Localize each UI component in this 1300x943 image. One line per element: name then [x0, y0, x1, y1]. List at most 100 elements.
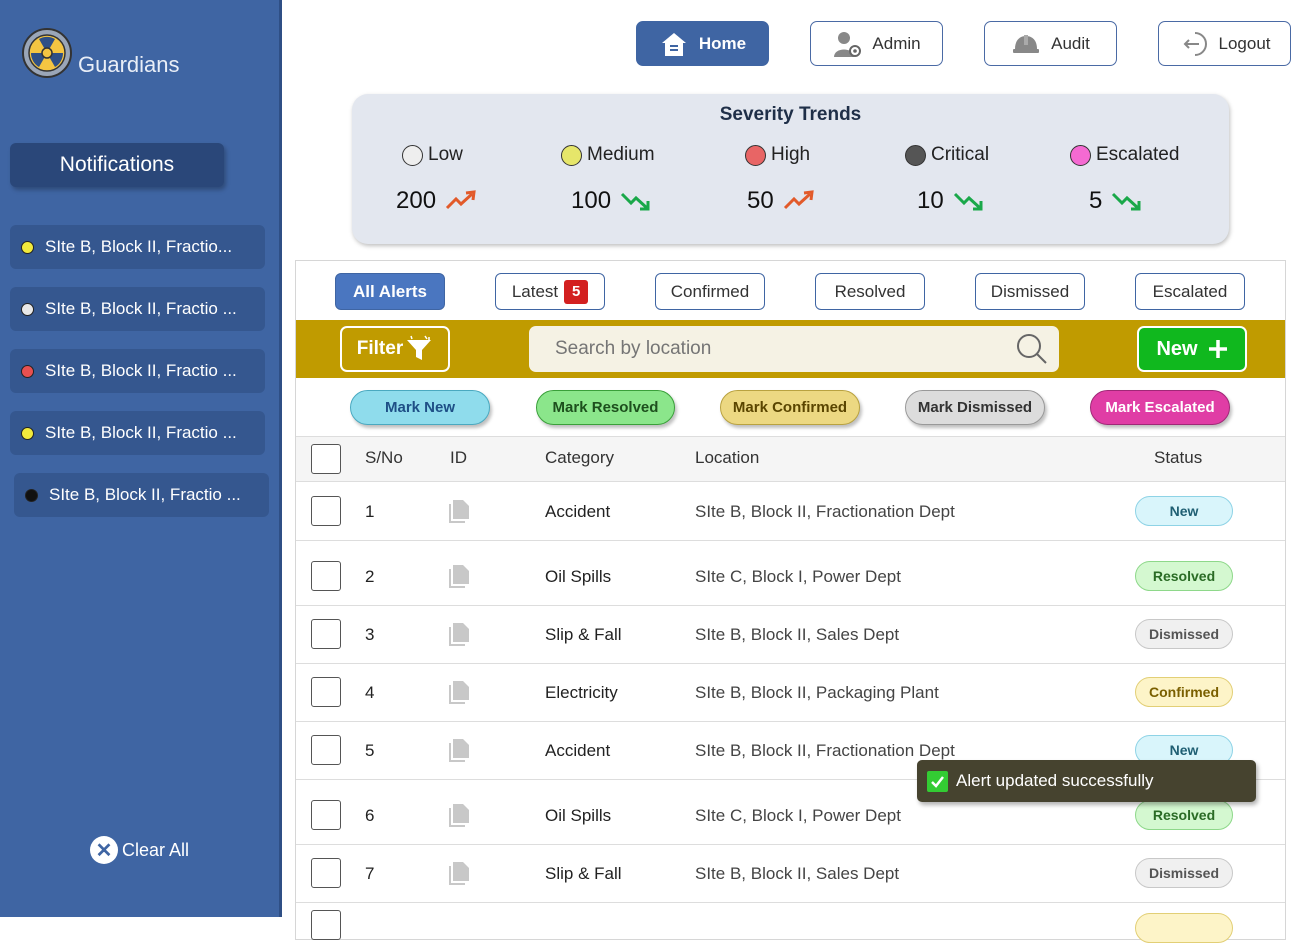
toast-message: Alert updated successfully: [956, 771, 1154, 790]
new-label: New: [1156, 337, 1198, 360]
row-checkbox[interactable]: [311, 677, 341, 707]
latest-count-badge: 5: [564, 279, 589, 304]
new-alert-button[interactable]: New: [1137, 326, 1247, 372]
severity-trends-card: Severity Trends Low 200 Medium 100 High …: [352, 94, 1229, 244]
cell-category: Accident: [545, 741, 611, 760]
table-row[interactable]: [296, 482, 1285, 541]
hard-hat-icon: [1013, 34, 1040, 53]
radiation-logo-icon: [22, 28, 72, 78]
status-badge: Resolved: [1135, 561, 1233, 591]
admin-button[interactable]: Admin: [810, 21, 943, 66]
search-icon[interactable]: [1015, 332, 1049, 366]
admin-label: Admin: [872, 33, 921, 53]
mark-dismissed-button[interactable]: Mark Dismissed: [905, 390, 1045, 425]
tab-escalated[interactable]: Escalated: [1135, 273, 1245, 310]
check-icon: [927, 771, 948, 792]
mark-new-button[interactable]: Mark New: [350, 390, 490, 425]
logout-button[interactable]: Logout: [1158, 21, 1291, 66]
row-checkbox[interactable]: [311, 496, 341, 526]
mark-confirmed-button[interactable]: Mark Confirmed: [720, 390, 860, 425]
home-label: Home: [698, 33, 747, 53]
cell-sno: 7: [365, 864, 375, 883]
low-dot-icon: [402, 144, 423, 166]
severity-value: 100: [571, 187, 612, 214]
select-all-checkbox[interactable]: [311, 444, 341, 474]
logout-icon: [1183, 31, 1207, 56]
row-checkbox[interactable]: [311, 561, 341, 591]
document-icon[interactable]: [449, 680, 471, 704]
severity-label: Low: [428, 144, 463, 165]
document-icon[interactable]: [449, 564, 471, 588]
notification-label: SIte B, Block II, Fractio ...: [49, 485, 241, 504]
tab-all-alerts[interactable]: All Alerts: [335, 273, 445, 310]
cell-category: Oil Spills: [545, 567, 612, 586]
severity-value: 200: [396, 187, 437, 214]
severity-medium: Medium 100: [561, 144, 691, 215]
filter-button[interactable]: Filter: [340, 326, 450, 372]
notification-item[interactable]: SIte B, Block II, Fractio ...: [10, 411, 265, 455]
home-icon: [661, 32, 686, 56]
header-location: Location: [695, 448, 760, 467]
document-icon[interactable]: [449, 803, 471, 827]
critical-dot-icon: [905, 144, 926, 166]
tab-latest[interactable]: Latest 5: [495, 273, 605, 310]
notification-label: SIte B, Block II, Fractio ...: [45, 361, 237, 380]
audit-button[interactable]: Audit: [984, 21, 1117, 66]
table-row[interactable]: [296, 606, 1285, 664]
row-checkbox[interactable]: [311, 735, 341, 765]
cell-category: Slip & Fall: [545, 625, 622, 644]
notification-label: SIte B, Block II, Fractio ...: [45, 423, 237, 442]
table-row[interactable]: [296, 845, 1285, 903]
admin-user-gear-icon: [834, 31, 862, 57]
cell-sno: 6: [365, 806, 375, 825]
table-row[interactable]: [296, 541, 1285, 606]
document-icon[interactable]: [449, 622, 471, 646]
tab-resolved[interactable]: Resolved: [815, 273, 925, 310]
tab-confirmed[interactable]: Confirmed: [655, 273, 765, 310]
status-badge: New: [1135, 496, 1233, 526]
severity-dot-icon: [21, 302, 34, 316]
document-icon[interactable]: [449, 499, 471, 523]
cell-category: Accident: [545, 502, 611, 521]
document-icon[interactable]: [449, 738, 471, 762]
funnel-icon: [407, 335, 432, 360]
table-row[interactable]: [296, 780, 1285, 845]
clear-all-button[interactable]: ✕ Clear All: [90, 836, 189, 864]
row-checkbox[interactable]: [311, 800, 341, 830]
severity-high: High 50: [745, 144, 875, 215]
cell-category: Electricity: [545, 683, 618, 702]
severity-label: Escalated: [1096, 144, 1180, 165]
notifications-title: Notifications: [10, 143, 224, 187]
filter-label: Filter: [356, 338, 404, 359]
close-icon: ✕: [90, 836, 118, 864]
header-category: Category: [545, 448, 614, 467]
trend-down-icon: [620, 192, 650, 211]
escalated-dot-icon: [1070, 144, 1091, 166]
row-checkbox[interactable]: [311, 858, 341, 888]
home-button[interactable]: Home: [636, 21, 769, 66]
mark-resolved-button[interactable]: Mark Resolved: [536, 390, 675, 425]
notification-item[interactable]: SIte B, Block II, Fractio ...: [14, 473, 269, 517]
row-checkbox[interactable]: [311, 910, 341, 940]
cell-category: Slip & Fall: [545, 864, 622, 883]
notification-item[interactable]: SIte B, Block II, Fractio ...: [10, 287, 265, 331]
table-row[interactable]: [296, 722, 1285, 780]
severity-low: Low 200: [396, 144, 532, 215]
severity-label: High: [771, 144, 811, 165]
row-checkbox[interactable]: [311, 619, 341, 649]
severity-dot-icon: [21, 426, 34, 440]
cell-location: SIte B, Block II, Sales Dept: [695, 625, 900, 644]
notification-item[interactable]: SIte B, Block II, Fractio ...: [10, 349, 265, 393]
high-dot-icon: [745, 144, 766, 166]
status-badge: Dismissed: [1135, 858, 1233, 888]
status-badge: [1135, 913, 1233, 943]
notification-item[interactable]: SIte B, Block II, Fractio...: [10, 225, 265, 269]
header-id: ID: [450, 448, 467, 467]
cell-sno: 4: [365, 683, 375, 702]
search-input[interactable]: [555, 338, 995, 360]
tab-dismissed[interactable]: Dismissed: [975, 273, 1085, 310]
document-icon[interactable]: [449, 861, 471, 885]
table-row[interactable]: [296, 664, 1285, 722]
status-badge: Confirmed: [1135, 677, 1233, 707]
mark-escalated-button[interactable]: Mark Escalated: [1090, 390, 1230, 425]
